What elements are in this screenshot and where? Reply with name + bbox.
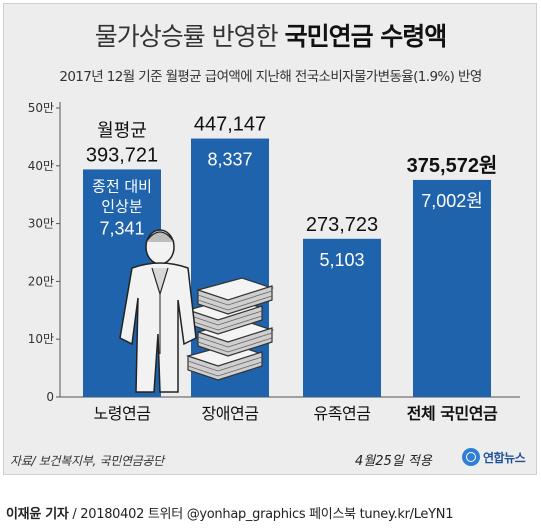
x-category-label: 장애연금	[202, 404, 259, 423]
footer-rest: / 20180402 트위터 @yonhap_graphics 페이스북 tun…	[68, 507, 454, 522]
chart-subtitle: 2017년 12월 기준 월평균 급여액에 지난해 전국소비자물가변동율(1.9…	[59, 69, 482, 85]
data-label: 447,147	[194, 114, 266, 136]
increase-title: 인상분	[101, 197, 143, 215]
person-body	[119, 262, 197, 393]
logo-name: 연합뉴스	[483, 450, 526, 465]
y-tick-label: 50만	[28, 101, 54, 115]
increase-label: 7,341	[99, 218, 144, 238]
globe-icon	[462, 448, 480, 466]
increase-label: 8,337	[207, 150, 252, 170]
title-normal: 물가상승률 반영한	[94, 22, 279, 51]
increase-label: 5,103	[319, 250, 364, 270]
graphic-frame: 물가상승률 반영한 국민연금 수령액 2017년 12월 기준 월평균 급여액에…	[0, 3, 541, 475]
data-label: 375,572원	[407, 154, 498, 177]
y-tick-label: 40만	[28, 159, 54, 173]
y-tick-label: 10만	[28, 332, 54, 346]
effective-date: 4월25일 적용	[355, 454, 432, 469]
y-tick-label: 20만	[28, 274, 54, 288]
increase-title: 종전 대비	[92, 177, 152, 195]
x-category-label: 노령연금	[94, 404, 151, 423]
x-category-label: 전체 국민연금	[407, 404, 498, 423]
person-hair	[145, 231, 175, 243]
increase-label: 7,002원	[421, 191, 483, 211]
title-bold: 국민연금 수령액	[284, 22, 448, 51]
reporter-name: 이재윤 기자	[6, 507, 69, 522]
paper-stack-side	[187, 351, 263, 381]
y-tick-label: 0	[46, 390, 54, 404]
yonhap-logo: 연합뉴스	[462, 448, 526, 466]
paper-stack-lines	[187, 310, 263, 331]
paper-stack-lines	[197, 290, 273, 311]
data-label: 393,721	[86, 144, 158, 166]
paper-stack-lines	[187, 356, 263, 377]
bar	[303, 238, 381, 397]
data-label: 273,723	[306, 214, 378, 236]
paper-stack-side	[197, 327, 273, 357]
bar	[413, 179, 491, 397]
chart-title: 물가상승률 반영한 국민연금 수령액	[0, 17, 541, 53]
paper-stack-side	[197, 285, 273, 315]
footer-credit: 이재윤 기자 / 20180402 트위터 @yonhap_graphics 페…	[6, 503, 453, 522]
source-note: 자료/ 보건복지부, 국민연금공단	[10, 454, 164, 468]
paper-stack-lines	[197, 332, 273, 353]
first-bar-header: 월평균	[97, 120, 147, 141]
y-tick-label: 30만	[28, 217, 54, 231]
x-category-label: 유족연금	[314, 404, 371, 423]
